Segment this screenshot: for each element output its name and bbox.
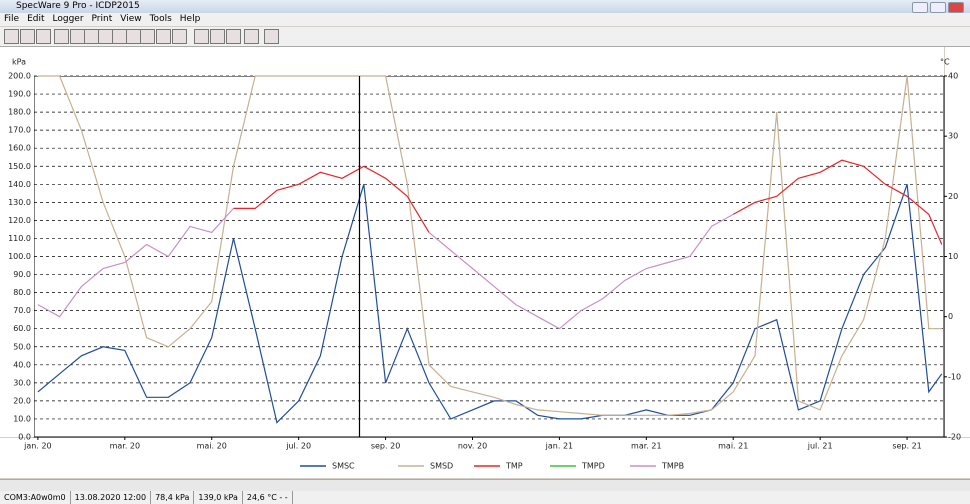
tool-button[interactable] xyxy=(264,29,279,44)
status-field: 24,6 °C - - xyxy=(243,491,293,504)
x-tick-label: sep. 20 xyxy=(371,442,400,451)
x-tick-label: mai. 21 xyxy=(718,442,748,451)
series-line xyxy=(233,159,943,245)
scrollbar[interactable] xyxy=(0,479,970,491)
y-tick-label: 50.0 xyxy=(13,342,31,351)
tool-button[interactable] xyxy=(194,29,209,44)
legend-label: SMSC xyxy=(332,462,355,471)
tool-button[interactable] xyxy=(126,29,141,44)
y-tick-label: 30.0 xyxy=(13,378,31,387)
tool-button[interactable] xyxy=(210,29,225,44)
plot-area xyxy=(33,75,945,438)
x-tick-label: jan. 21 xyxy=(545,442,573,451)
y2-tick-label: -10 xyxy=(948,372,961,381)
y-tick-label: 0.0 xyxy=(18,433,31,442)
tool-button[interactable] xyxy=(84,29,99,44)
minimize[interactable] xyxy=(912,2,928,13)
menu-item[interactable]: Tools xyxy=(149,14,172,24)
menu-item[interactable]: Help xyxy=(179,14,201,24)
tool-button[interactable] xyxy=(172,29,187,44)
x-tick-label: jan. 20 xyxy=(23,442,51,451)
tool-button[interactable] xyxy=(226,29,241,44)
y2-tick-label: 0 xyxy=(948,312,953,321)
tool-button[interactable] xyxy=(54,29,69,44)
status-field: 139,0 kPa xyxy=(194,491,243,504)
chart-bg xyxy=(0,438,970,478)
y-axis-label: kPa xyxy=(12,58,26,67)
status-bar: COM3:A0w0m0 13.08.2020 12:00 78,4 kPa 139,0… xyxy=(0,491,970,504)
legend-label: TMPD xyxy=(581,462,605,471)
y-tick-label: 200.0 xyxy=(8,72,31,81)
y-tick-label: 90.0 xyxy=(13,270,31,279)
close[interactable] xyxy=(948,2,964,13)
maximize[interactable] xyxy=(930,2,946,13)
tool-button[interactable] xyxy=(156,29,171,44)
y2-tick-label: 20 xyxy=(948,192,958,201)
legend-label: TMPB xyxy=(661,462,684,471)
menu-item[interactable]: Edit xyxy=(27,14,45,24)
y-tick-label: 100.0 xyxy=(8,252,31,261)
tool-button[interactable] xyxy=(4,29,19,44)
chart-bg xyxy=(34,47,944,76)
menu-item[interactable]: File xyxy=(4,14,20,24)
y-tick-label: 20.0 xyxy=(13,396,31,405)
legend-label: SMSD xyxy=(430,462,453,471)
tool-button[interactable] xyxy=(20,29,35,44)
tool-button[interactable] xyxy=(244,29,259,44)
chart-bg xyxy=(0,47,34,437)
y-tick-label: 80.0 xyxy=(13,288,31,297)
y2-tick-label: 40 xyxy=(948,72,958,81)
y-tick-label: 60.0 xyxy=(13,324,31,333)
y-tick-label: 130.0 xyxy=(8,198,31,207)
tool-button[interactable] xyxy=(98,29,113,44)
chart: kPa °C 0.0 10.0 20.0 30.0 40.0 50.0 60.0 70.0 80.0… xyxy=(0,47,970,478)
tool-button[interactable] xyxy=(36,29,51,44)
x-tick-label: nov. 20 xyxy=(458,442,487,451)
status-field: COM3:A0w0m0 xyxy=(0,491,71,504)
tool-button[interactable] xyxy=(70,29,85,44)
menu-bar: File Edit Logger Print View Tools Help xyxy=(0,13,970,26)
x-tick-label: jul. 21 xyxy=(807,442,833,451)
x-tick-label: sep. 21 xyxy=(892,442,921,451)
y2-axis-label: °C xyxy=(940,58,950,67)
toolbar xyxy=(0,27,970,47)
status-field: 78,4 kPa xyxy=(151,491,195,504)
y2-tick-label: 10 xyxy=(948,252,958,261)
menu-item[interactable]: Print xyxy=(91,14,113,24)
y-tick-label: 110.0 xyxy=(8,234,31,243)
chart-bg xyxy=(945,47,970,437)
title-bar: SpecWare 9 Pro - ICDP2015 xyxy=(0,0,970,13)
tool-button[interactable] xyxy=(112,29,127,44)
y-tick-label: 190.0 xyxy=(8,90,31,99)
legend-label: TMP xyxy=(505,462,523,471)
y2-tick-label: -20 xyxy=(948,433,961,442)
status-field: 13.08.2020 12:00 xyxy=(71,491,152,504)
series-line xyxy=(37,207,734,330)
x-tick-label: mai. 20 xyxy=(197,442,227,451)
series-line xyxy=(37,75,942,416)
x-tick-label: mar. 21 xyxy=(631,442,662,451)
y-tick-label: 70.0 xyxy=(13,306,31,315)
series-line xyxy=(37,184,943,424)
x-tick-label: mar. 20 xyxy=(110,442,141,451)
tool-button[interactable] xyxy=(140,29,155,44)
y-tick-label: 180.0 xyxy=(8,108,31,117)
window-title: SpecWare 9 Pro - ICDP2015 xyxy=(16,1,140,11)
y-tick-label: 140.0 xyxy=(8,180,31,189)
y-tick-label: 40.0 xyxy=(13,360,31,369)
y-tick-label: 10.0 xyxy=(13,414,31,423)
menu-item[interactable]: Logger xyxy=(52,14,84,24)
y-tick-label: 170.0 xyxy=(8,126,31,135)
y-tick-label: 120.0 xyxy=(8,216,31,225)
x-tick-label: jul. 20 xyxy=(285,442,311,451)
menu-item[interactable]: View xyxy=(120,14,142,24)
y-tick-label: 160.0 xyxy=(8,144,31,153)
y2-tick-label: 30 xyxy=(948,132,958,141)
y-tick-label: 150.0 xyxy=(8,162,31,171)
